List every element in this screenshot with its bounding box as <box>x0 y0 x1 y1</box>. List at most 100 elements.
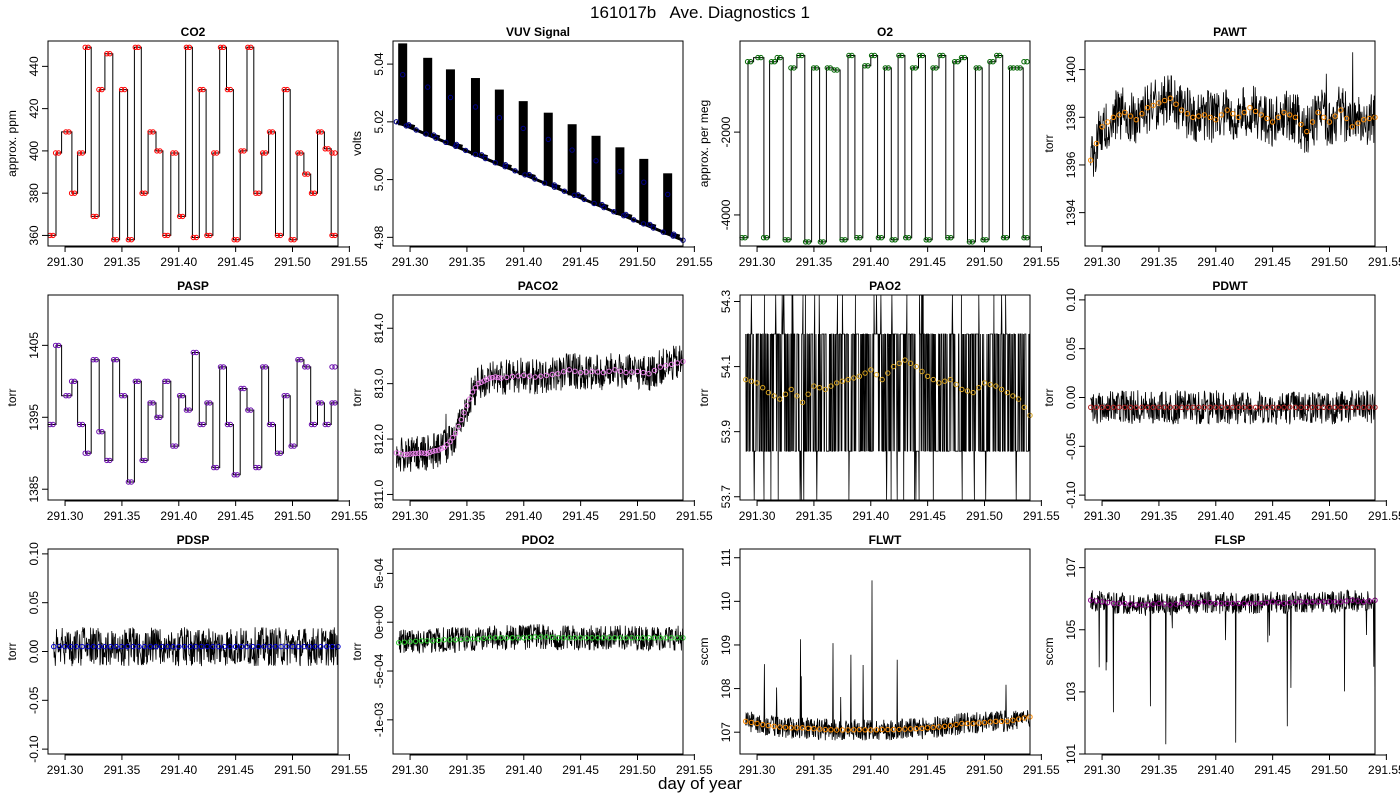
y-tick-label: -0.10 <box>27 735 41 763</box>
data-point <box>959 386 965 393</box>
data-point <box>839 237 845 243</box>
panel-vuv-signal: VUV Signal volts 291.30 291.35 291.40 291.45 2… <box>350 25 713 269</box>
data-point <box>125 237 132 243</box>
data-point <box>179 213 186 220</box>
data-point <box>441 444 447 451</box>
data-point <box>183 44 190 50</box>
data-point <box>916 52 923 59</box>
noisy-line <box>745 580 1031 741</box>
y-tick-label: 0.10 <box>1064 288 1078 312</box>
data-point <box>549 371 555 378</box>
data-point <box>217 44 224 50</box>
data-point <box>1105 599 1111 606</box>
x-tick-label: 291.45 <box>1254 255 1291 269</box>
data-point <box>1161 97 1168 104</box>
step-line <box>740 55 1031 243</box>
data-point <box>842 237 848 243</box>
data-point <box>1015 716 1022 722</box>
data-point <box>532 176 538 182</box>
y-axis-label: sccm <box>1042 638 1056 666</box>
data-point <box>629 635 635 641</box>
y-axis-label: torr <box>5 642 19 660</box>
data-point <box>913 726 919 732</box>
data-point <box>1264 599 1270 606</box>
data-point <box>482 155 489 162</box>
y-tick-label: 4.98 <box>372 225 386 249</box>
data-point <box>472 385 479 391</box>
data-point <box>469 636 476 642</box>
data-point <box>1144 105 1151 111</box>
data-point <box>295 357 301 363</box>
data-point <box>318 400 325 406</box>
data-point <box>76 421 83 428</box>
data-point <box>502 162 509 168</box>
data-point <box>329 400 335 406</box>
data-point <box>396 640 402 646</box>
data-point <box>71 190 78 196</box>
x-tick-label: 291.45 <box>909 255 946 269</box>
x-tick-label: 291.55 <box>331 255 368 269</box>
data-point <box>1315 109 1321 116</box>
data-point <box>1230 111 1236 117</box>
data-point <box>976 385 982 391</box>
data-point <box>509 635 516 641</box>
data-point <box>912 65 919 71</box>
data-point <box>211 150 217 156</box>
data-point <box>400 72 406 78</box>
data-point <box>1281 404 1287 410</box>
data-point <box>444 441 450 448</box>
data-point <box>207 400 213 406</box>
data-point <box>640 369 646 376</box>
data-point <box>640 635 646 641</box>
data-point <box>577 635 584 641</box>
data-point <box>1281 600 1287 607</box>
data-point <box>56 643 63 650</box>
data-point <box>845 727 851 733</box>
data-point <box>269 129 276 135</box>
data-point <box>623 369 629 376</box>
data-point <box>435 447 442 453</box>
data-point <box>1235 600 1242 607</box>
data-point <box>657 364 663 370</box>
data-point <box>104 51 110 57</box>
signal-burst <box>567 124 577 196</box>
data-point <box>1343 598 1350 604</box>
x-tick-label: 291.55 <box>676 763 713 777</box>
data-point <box>896 726 902 733</box>
noisy-line <box>53 626 339 667</box>
data-point <box>1366 404 1373 410</box>
data-point <box>481 378 487 384</box>
data-point <box>68 378 75 384</box>
data-point <box>868 727 874 733</box>
data-point <box>404 451 410 457</box>
data-point <box>532 634 538 640</box>
data-point <box>198 643 205 650</box>
data-point <box>418 638 425 644</box>
data-point <box>1021 715 1028 721</box>
data-point <box>1287 404 1293 410</box>
data-point <box>90 213 96 220</box>
data-point <box>139 190 145 196</box>
data-point <box>1156 600 1162 607</box>
data-point <box>885 65 891 71</box>
data-point <box>987 719 993 725</box>
data-point <box>575 192 581 198</box>
x-tick-label: 291.35 <box>1141 509 1178 523</box>
y-tick-label: 420 <box>27 98 41 118</box>
data-point <box>919 368 925 375</box>
data-point <box>190 349 197 356</box>
data-point <box>284 86 290 93</box>
data-point <box>882 65 888 71</box>
data-point <box>1088 597 1094 603</box>
x-tick-label: 291.50 <box>619 763 656 777</box>
data-point <box>998 386 1005 393</box>
data-point <box>981 380 988 386</box>
data-point <box>407 639 413 645</box>
data-point <box>777 54 783 61</box>
signal-burst <box>615 147 625 216</box>
data-point <box>794 393 800 399</box>
data-point <box>495 374 501 381</box>
data-point <box>150 400 156 406</box>
data-point <box>221 643 228 650</box>
